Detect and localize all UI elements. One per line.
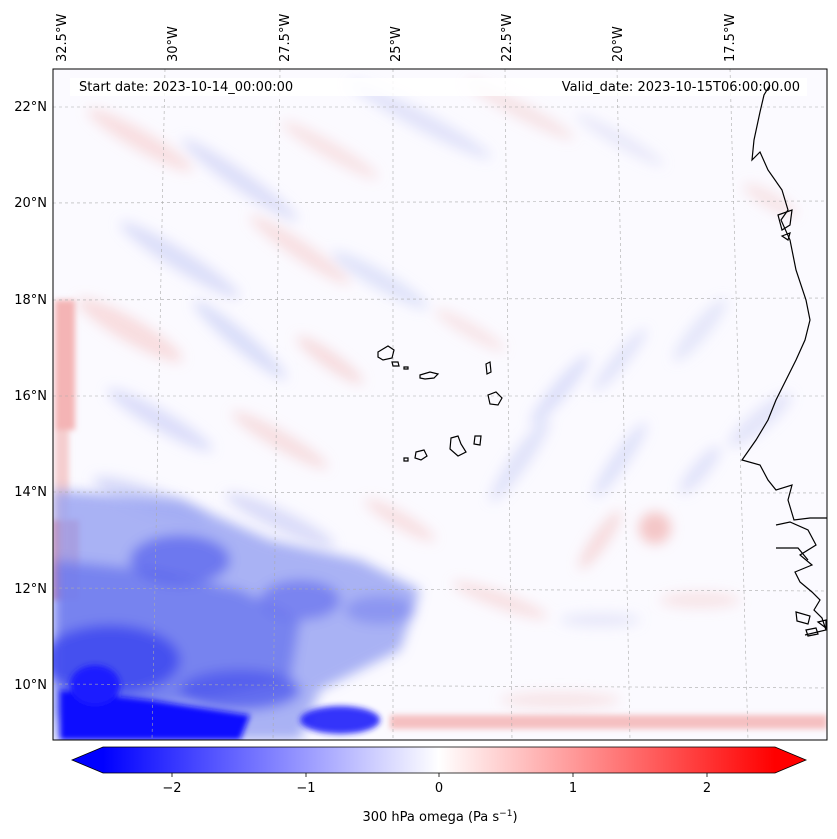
- lat-tick-label: 14°N: [14, 485, 47, 500]
- lon-tick-label: 20°W: [611, 26, 626, 62]
- colorbar: −2 −1 0 1 2 300 hPa omega (Pa s−1): [70, 746, 808, 825]
- lon-tick-label: 32.5°W: [55, 14, 70, 62]
- colorbar-ticks: [171, 773, 708, 777]
- colorbar-tick-label: 0: [435, 781, 443, 796]
- lat-tick-label: 12°N: [14, 582, 47, 597]
- lon-tick-label: 22.5°W: [500, 14, 515, 62]
- lat-tick-label: 16°N: [14, 389, 47, 404]
- colorbar-gradient: [103, 747, 775, 773]
- map-frame: [52, 68, 828, 741]
- colorbar-label: 300 hPa omega (Pa s−1): [362, 809, 517, 825]
- colorbar-extend-max: [775, 747, 806, 773]
- lon-tick-label: 27.5°W: [278, 14, 293, 62]
- lat-tick-label: 18°N: [14, 293, 47, 308]
- colorbar-tick-label: −1: [296, 781, 315, 796]
- colorbar-tick-label: 2: [703, 781, 711, 796]
- lon-tick-label: 17.5°W: [723, 14, 738, 62]
- lon-tick-label: 25°W: [389, 26, 404, 62]
- coastline: [741, 84, 827, 637]
- omega-field: Start date: 2023-10-14_00:00:00 Valid_da…: [53, 69, 827, 740]
- lat-tick-label: 22°N: [14, 100, 47, 115]
- graticule: [53, 69, 827, 740]
- lat-tick-label: 20°N: [14, 196, 47, 211]
- colorbar-tick-label: 1: [569, 781, 577, 796]
- field-texture: [77, 80, 797, 708]
- bottom-edge-band: [390, 715, 827, 729]
- start-date-label: Start date: 2023-10-14_00:00:00: [79, 80, 293, 95]
- islands: [377, 345, 503, 462]
- date-label-band: [70, 78, 807, 96]
- colorbar-tick-label: −2: [162, 781, 181, 796]
- latitude-labels: 22°N 20°N 18°N 16°N 14°N 12°N 10°N: [14, 100, 47, 693]
- longitude-labels: 32.5°W 30°W 27.5°W 25°W 22.5°W 20°W 17.5…: [55, 14, 738, 62]
- valid-date-label: Valid_date: 2023-10-15T06:00:00.00: [562, 80, 800, 95]
- lon-tick-label: 30°W: [166, 26, 181, 62]
- colorbar-extend-min: [72, 747, 103, 773]
- lat-tick-label: 10°N: [14, 678, 47, 693]
- colorbar-outline: [70, 746, 808, 774]
- lower-left-deep-blue: [60, 665, 380, 740]
